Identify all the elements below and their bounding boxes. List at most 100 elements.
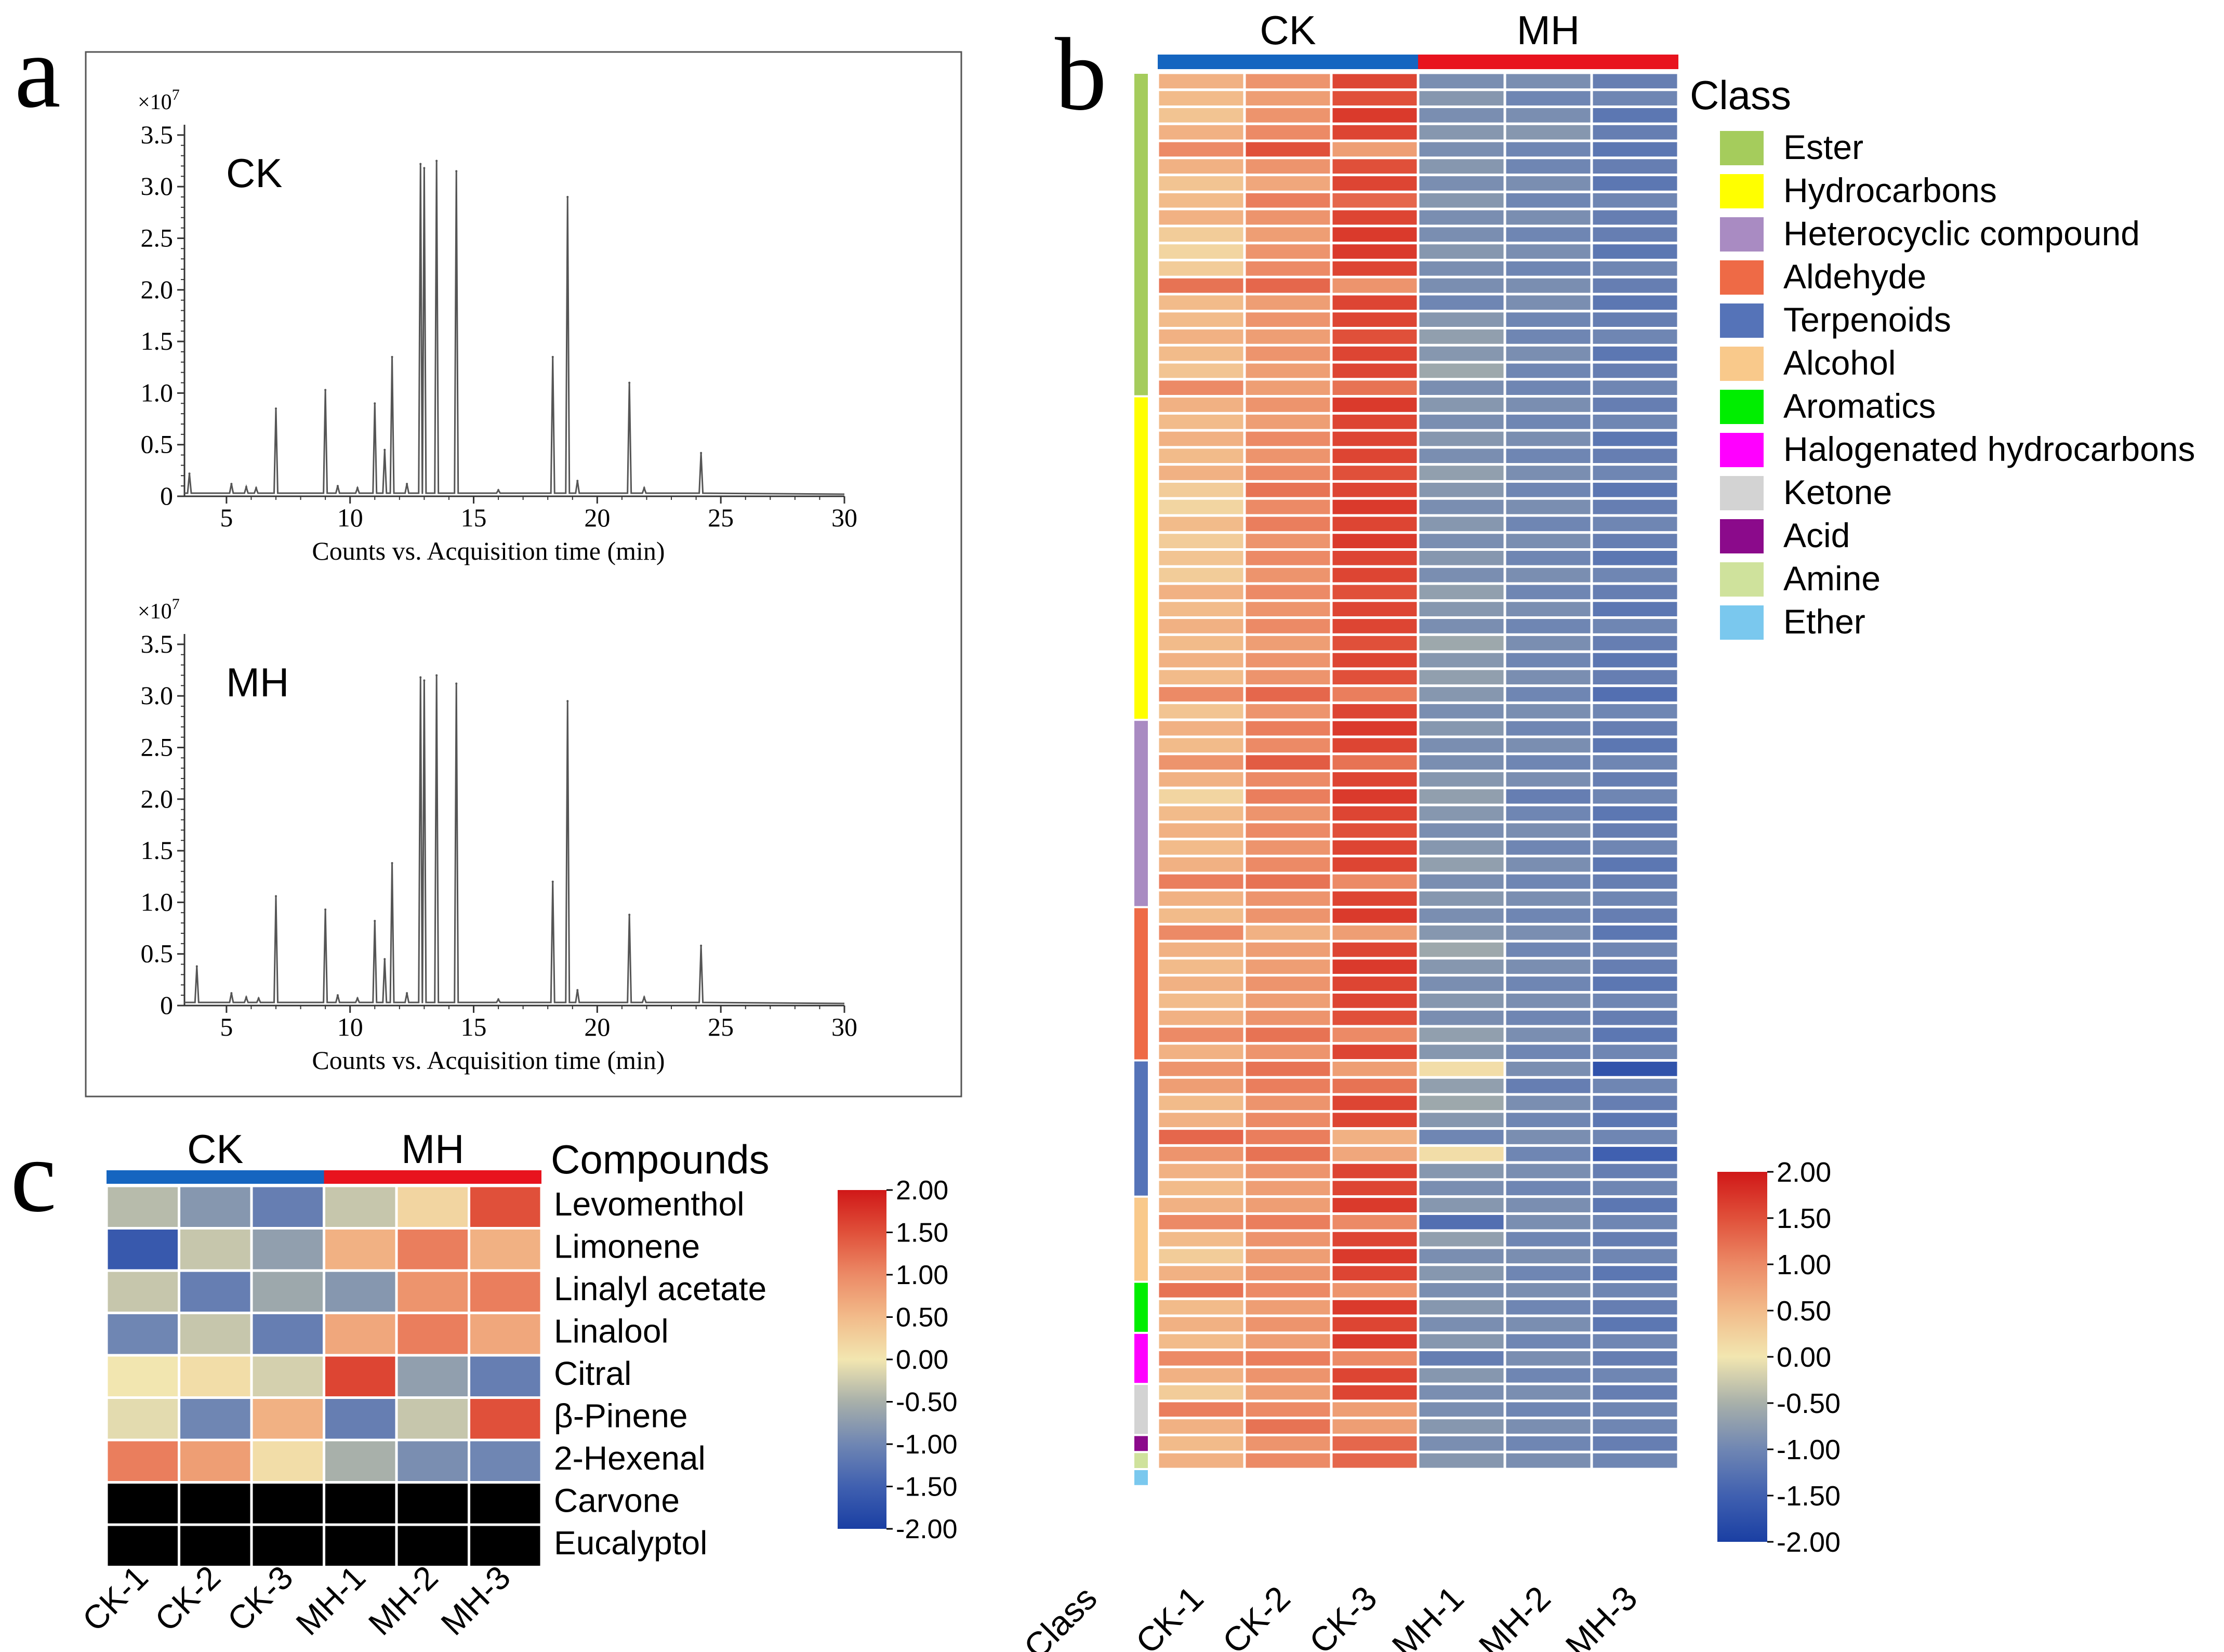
- heatmap-cell: [1243, 667, 1333, 688]
- class-legend-label: Alcohol: [1783, 343, 1896, 382]
- heatmap-cell: [1243, 258, 1333, 279]
- heatmap-cell: [1243, 343, 1333, 364]
- peak-point: [406, 483, 408, 485]
- heatmap-cell: [1156, 497, 1246, 517]
- heatmap-cell: [1156, 1110, 1246, 1130]
- row-label: Eucalyptol: [554, 1524, 707, 1562]
- heatmap-cell: [1503, 207, 1593, 228]
- heatmap-cell: [1590, 906, 1680, 926]
- heatmap-cell: [1243, 1144, 1333, 1164]
- heatmap-cell: [1156, 531, 1246, 551]
- chromatogram-mh: 0 0.5 1.0 1.5 2.0 2.5 3.0 3.5 5 10 15 20 25 30 ×107 MH C…: [138, 596, 857, 1075]
- color-scale-tick-label: -0.50: [896, 1387, 958, 1418]
- heatmap-cell: [1503, 1212, 1593, 1232]
- heatmap-cell: [1243, 514, 1333, 534]
- x-axis-label: Counts vs. Acquisition time (min): [312, 1046, 665, 1075]
- heatmap-cell: [1503, 922, 1593, 943]
- heatmap-cell: [1330, 1399, 1420, 1420]
- peak-point: [188, 472, 191, 475]
- peak-point: [356, 487, 359, 490]
- heatmap-cell: [1156, 616, 1246, 636]
- peak-point: [230, 992, 233, 995]
- peak-point: [419, 676, 422, 679]
- heatmap-cell: [1156, 940, 1246, 960]
- heatmap-cell: [1243, 770, 1333, 789]
- heatmap-cell: [178, 1396, 253, 1442]
- heatmap-cell: [1156, 974, 1246, 994]
- heatmap-cell: [1590, 1144, 1680, 1164]
- heatmap-cell: [1590, 139, 1680, 160]
- heatmap-cell: [1243, 497, 1333, 517]
- class-strip-ester: [1134, 74, 1148, 395]
- class-strip-aldehyde: [1134, 908, 1148, 1060]
- heatmap-cell: [1243, 786, 1333, 807]
- heatmap-cell: [1330, 1161, 1420, 1181]
- heatmap-cell: [1330, 1127, 1420, 1147]
- heatmap-cell: [1156, 105, 1246, 125]
- class-strip-heterocyclic-compound: [1134, 721, 1148, 906]
- x-tick-label: 30: [831, 503, 857, 532]
- heatmap-cell: [1330, 974, 1420, 994]
- heatmap-cell: [1330, 889, 1420, 909]
- y-multiplier-label: ×107: [138, 86, 180, 114]
- heatmap-cell: [1330, 752, 1420, 772]
- y-tick-label: 3.5: [141, 120, 174, 149]
- heatmap-cell: [1330, 667, 1420, 688]
- peak-point: [245, 486, 247, 488]
- heatmap-cell: [1156, 752, 1246, 772]
- heatmap-cell: [395, 1184, 470, 1230]
- heatmap-cell: [1243, 190, 1333, 210]
- heatmap-cell: [1417, 412, 1506, 432]
- heatmap-cell: [1590, 565, 1680, 585]
- peak-point: [257, 997, 260, 1000]
- heatmap-cell: [1503, 224, 1593, 245]
- group-bar-ck: [1158, 55, 1418, 69]
- heatmap-cell: [1156, 633, 1246, 653]
- heatmap-cell: [323, 1354, 398, 1399]
- heatmap-cell: [1330, 1263, 1420, 1284]
- heatmap-cell: [1330, 71, 1420, 91]
- heatmap-cell: [1243, 1161, 1333, 1181]
- heatmap-cell: [1243, 957, 1333, 977]
- heatmap-cell: [395, 1227, 470, 1272]
- heatmap-cell: [1503, 650, 1593, 670]
- heatmap-cell: [1330, 906, 1420, 926]
- heatmap-cell: [1503, 599, 1593, 619]
- heatmap-cell: [1590, 735, 1680, 756]
- heatmap-cell: [1417, 821, 1506, 841]
- class-strip-alcohol: [1134, 1197, 1148, 1281]
- heatmap-cell: [1590, 1025, 1680, 1045]
- heatmap-cell: [1503, 1161, 1593, 1181]
- heatmap-cell: [1590, 1212, 1680, 1232]
- heatmap-cell: [1243, 854, 1333, 875]
- heatmap-cell: [105, 1354, 180, 1399]
- heatmap-cell: [178, 1481, 253, 1526]
- heatmap-cell: [1243, 1008, 1333, 1028]
- heatmap-cell: [1243, 531, 1333, 551]
- panel-label-a: a: [15, 15, 61, 129]
- class-legend-swatch: [1720, 131, 1764, 165]
- heatmap-cell: [1330, 1450, 1420, 1471]
- heatmap-cell: [1590, 1349, 1680, 1368]
- heatmap-cell: [1330, 463, 1420, 483]
- heatmap-cell: [1243, 378, 1333, 398]
- heatmap-cell: [105, 1438, 180, 1484]
- heatmap-cell: [1417, 310, 1506, 330]
- heatmap-cell: [1330, 1349, 1420, 1368]
- heatmap-cell: [1417, 1042, 1506, 1062]
- heatmap-cell: [1503, 139, 1593, 160]
- column-label: CK-2: [148, 1558, 228, 1638]
- heatmap-cell: [1243, 1025, 1333, 1045]
- peak-point: [419, 163, 422, 165]
- heatmap-cell: [1590, 429, 1680, 449]
- heatmap-cell: [1156, 599, 1246, 619]
- heatmap-cell: [1417, 786, 1506, 807]
- heatmap-cell: [1156, 327, 1246, 347]
- heatmap-cell: [1330, 310, 1420, 330]
- heatmap-cell: [1243, 412, 1333, 432]
- heatmap-cell: [1330, 1365, 1420, 1385]
- class-legend-label: Terpenoids: [1783, 300, 1951, 339]
- peak-point: [497, 489, 500, 492]
- heatmap-cell: [1330, 105, 1420, 125]
- heatmap-cell: [1417, 1365, 1506, 1385]
